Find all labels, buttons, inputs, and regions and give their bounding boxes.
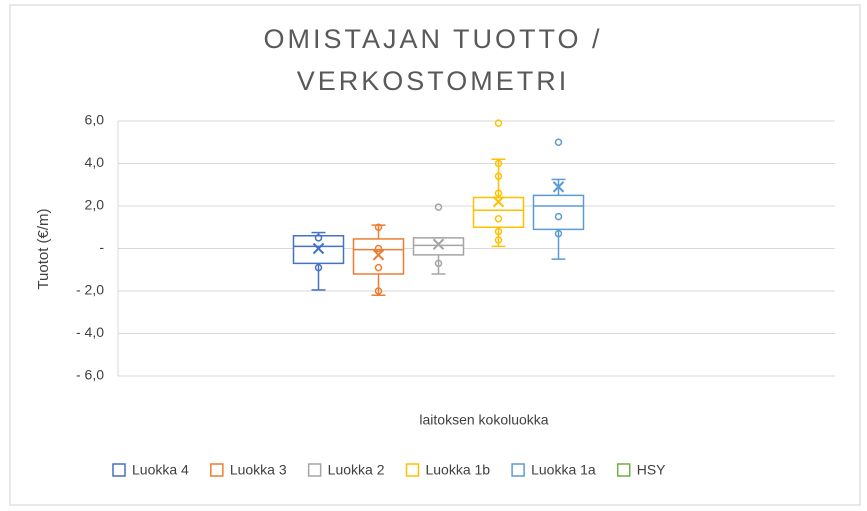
mean-marker <box>372 249 385 261</box>
data-point <box>434 259 443 268</box>
x-axis-label: laitoksen kokoluokka <box>419 412 548 428</box>
data-point <box>314 234 323 242</box>
box <box>532 194 585 231</box>
y-tick-label: 6,0 <box>85 112 105 128</box>
y-tick-label: - 6,0 <box>76 367 104 383</box>
box <box>412 237 465 256</box>
y-axis-label: Tuotot (€/m) <box>35 208 52 289</box>
data-point <box>494 236 503 244</box>
chart-title: OMISTAJAN TUOTTO / VERKOSTOMETRI <box>263 24 603 96</box>
mean-marker <box>312 242 325 255</box>
legend-swatch <box>307 463 322 477</box>
data-point <box>554 212 563 221</box>
legend-label: Luokka 3 <box>230 462 287 478</box>
legend-label: Luokka 1b <box>425 462 490 478</box>
data-point <box>314 263 323 272</box>
legend-label: Luokka 1a <box>531 462 596 478</box>
legend-swatch <box>210 463 224 477</box>
legend-swatch <box>112 463 126 477</box>
data-point <box>494 227 503 236</box>
data-point <box>494 215 503 223</box>
data-point <box>494 159 503 168</box>
data-point <box>374 263 383 272</box>
y-tick-label: - <box>99 239 104 255</box>
data-point <box>494 189 503 197</box>
legend-label: Luokka 4 <box>132 462 189 478</box>
legend-label: Luokka 2 <box>328 462 385 478</box>
data-point <box>374 244 383 253</box>
y-tick-label: 4,0 <box>85 154 105 170</box>
data-point <box>434 203 443 211</box>
legend-swatch <box>511 463 525 477</box>
data-point <box>554 229 563 238</box>
data-point <box>374 287 383 295</box>
mean-marker <box>432 238 445 250</box>
legend-swatch <box>405 463 420 477</box>
data-point <box>554 138 563 146</box>
y-tick-label: - 2,0 <box>76 282 104 298</box>
mean-marker <box>492 196 505 208</box>
mean-marker <box>552 181 565 193</box>
legend-label: HSY <box>637 462 666 478</box>
data-point <box>374 223 383 231</box>
y-tick-label: 2,0 <box>85 197 105 213</box>
legend-swatch <box>616 463 631 477</box>
data-point <box>494 119 503 127</box>
y-tick-label: - 4,0 <box>76 324 104 340</box>
data-point <box>494 172 503 180</box>
box <box>352 238 405 275</box>
